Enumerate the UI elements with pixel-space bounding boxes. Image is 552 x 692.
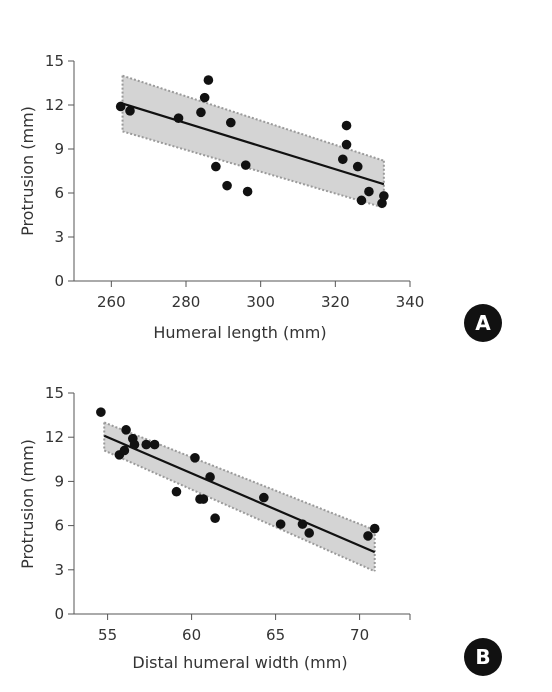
panel-a-points <box>115 75 389 209</box>
panel-a-point-18 <box>379 191 389 201</box>
panel-a-point-14 <box>352 161 363 172</box>
panel-a-fit-line <box>122 102 385 186</box>
panel-a-point-7 <box>222 180 232 191</box>
panel-b-fit-line <box>103 434 376 554</box>
panel-b-point-6 <box>141 439 152 450</box>
panel-a-badge <box>464 304 502 342</box>
panel-b-x-tick-label-65: 65 <box>266 626 285 644</box>
panel-a-axes: 0 3 6 9 12 15 260 280 300 320 340 <box>45 52 424 311</box>
panel-a-point-12 <box>341 120 352 131</box>
panel-a-point-11 <box>338 154 348 165</box>
panel-b-point-8 <box>171 486 182 497</box>
panel-a-point-2 <box>173 113 184 123</box>
panel-b-point-2 <box>119 445 130 456</box>
panel-a-ci-upper-line <box>122 74 385 162</box>
panel-b-y-axis-title: Protrusion (mm) <box>18 439 37 569</box>
panel-b-point-16 <box>297 519 308 529</box>
panel-b-ci-lower-line <box>103 449 376 573</box>
panel-b-x-tick-label-60: 60 <box>182 626 201 644</box>
panel-b-point-15 <box>275 519 286 529</box>
panel-b-point-19 <box>369 523 380 534</box>
panel-a-y-tick-label-0: 0 <box>54 272 64 290</box>
panel-b-point-13 <box>210 513 220 524</box>
panel-a-point-13 <box>341 139 352 150</box>
panel-b-points <box>96 407 380 541</box>
panel-b-axes: 0 3 6 9 12 15 55 60 65 70 <box>45 384 411 644</box>
panel-a-point-3 <box>196 107 206 118</box>
panel-b-fit-line-group <box>103 434 376 554</box>
panel-b-ci-upper-line <box>103 421 376 531</box>
panel-a-y-tick-label-3: 3 <box>54 228 64 246</box>
panel-a-ci-band <box>122 75 384 208</box>
panel-a-y-tick-label-12: 12 <box>45 96 64 114</box>
panel-a-point-17 <box>377 198 387 209</box>
panel-b-y-tick-label-9: 9 <box>54 472 64 490</box>
panel-a-ci-lower-line <box>122 130 385 209</box>
panel-a-x-tick-label-300: 300 <box>246 293 275 311</box>
panel-a-point-1 <box>125 106 135 116</box>
panel-a-confidence-band <box>121 74 385 209</box>
panel-b-y-tick-label-3: 3 <box>54 561 64 579</box>
panel-b-point-0 <box>96 407 106 417</box>
panel-b-y-tick-label-0: 0 <box>54 605 64 623</box>
panel-a-point-0 <box>115 101 126 112</box>
panel-b-x-tick-label-55: 55 <box>98 626 117 644</box>
panel-a-fit-line-group <box>122 102 385 186</box>
panel-a-point-9 <box>240 160 251 170</box>
panel-b-point-18 <box>363 531 373 541</box>
panel-a-x-tick-label-260: 260 <box>97 293 126 311</box>
panel-b-y-tick-label-15: 15 <box>45 384 64 402</box>
panel-a-point-8 <box>226 117 236 128</box>
panel-a-y-axis-title: Protrusion (mm) <box>18 106 37 236</box>
panel-b-point-14 <box>259 492 269 503</box>
panel-a-x-tick-label-280: 280 <box>172 293 201 311</box>
panel-a-x-axis-title: Humeral length (mm) <box>153 323 326 342</box>
panel-b-point-11 <box>198 494 209 504</box>
panel-a-x-tick-label-320: 320 <box>321 293 350 311</box>
panel-b-y-tick-label-6: 6 <box>54 517 64 535</box>
panel-a-y-tick-label-6: 6 <box>54 184 64 202</box>
panel-b-badge <box>464 638 502 676</box>
panel-a-point-4 <box>199 92 210 103</box>
panel-a-point-5 <box>203 75 214 85</box>
panel-a-chart: 0 3 6 9 12 15 260 280 300 320 340 Humeral length (… <box>18 52 502 342</box>
panel-a-point-16 <box>364 186 374 197</box>
panel-a-y-tick-label-15: 15 <box>45 52 64 70</box>
panel-a-point-10 <box>242 186 253 197</box>
panel-a-point-6 <box>211 161 221 172</box>
panel-a-x-tick-label-340: 340 <box>396 293 425 311</box>
panel-b-x-tick-label-70: 70 <box>350 626 369 644</box>
panel-b-x-axis-title: Distal humeral width (mm) <box>132 653 347 672</box>
panel-b-point-7 <box>149 439 160 450</box>
panel-b-point-3 <box>121 425 131 435</box>
panel-b-point-5 <box>129 439 140 450</box>
panel-b-y-tick-label-12: 12 <box>45 428 64 446</box>
panel-b-point-17 <box>304 528 315 538</box>
panel-b-label: B <box>475 645 490 669</box>
panel-b-point-12 <box>205 472 215 482</box>
panel-b-point-9 <box>190 453 200 463</box>
panel-a-point-15 <box>356 195 367 206</box>
panel-a-y-tick-label-9: 9 <box>54 140 64 158</box>
panel-a-label: A <box>475 311 491 335</box>
panel-b-chart: 0 3 6 9 12 15 55 60 65 70 Distal humeral width (m… <box>18 384 502 676</box>
